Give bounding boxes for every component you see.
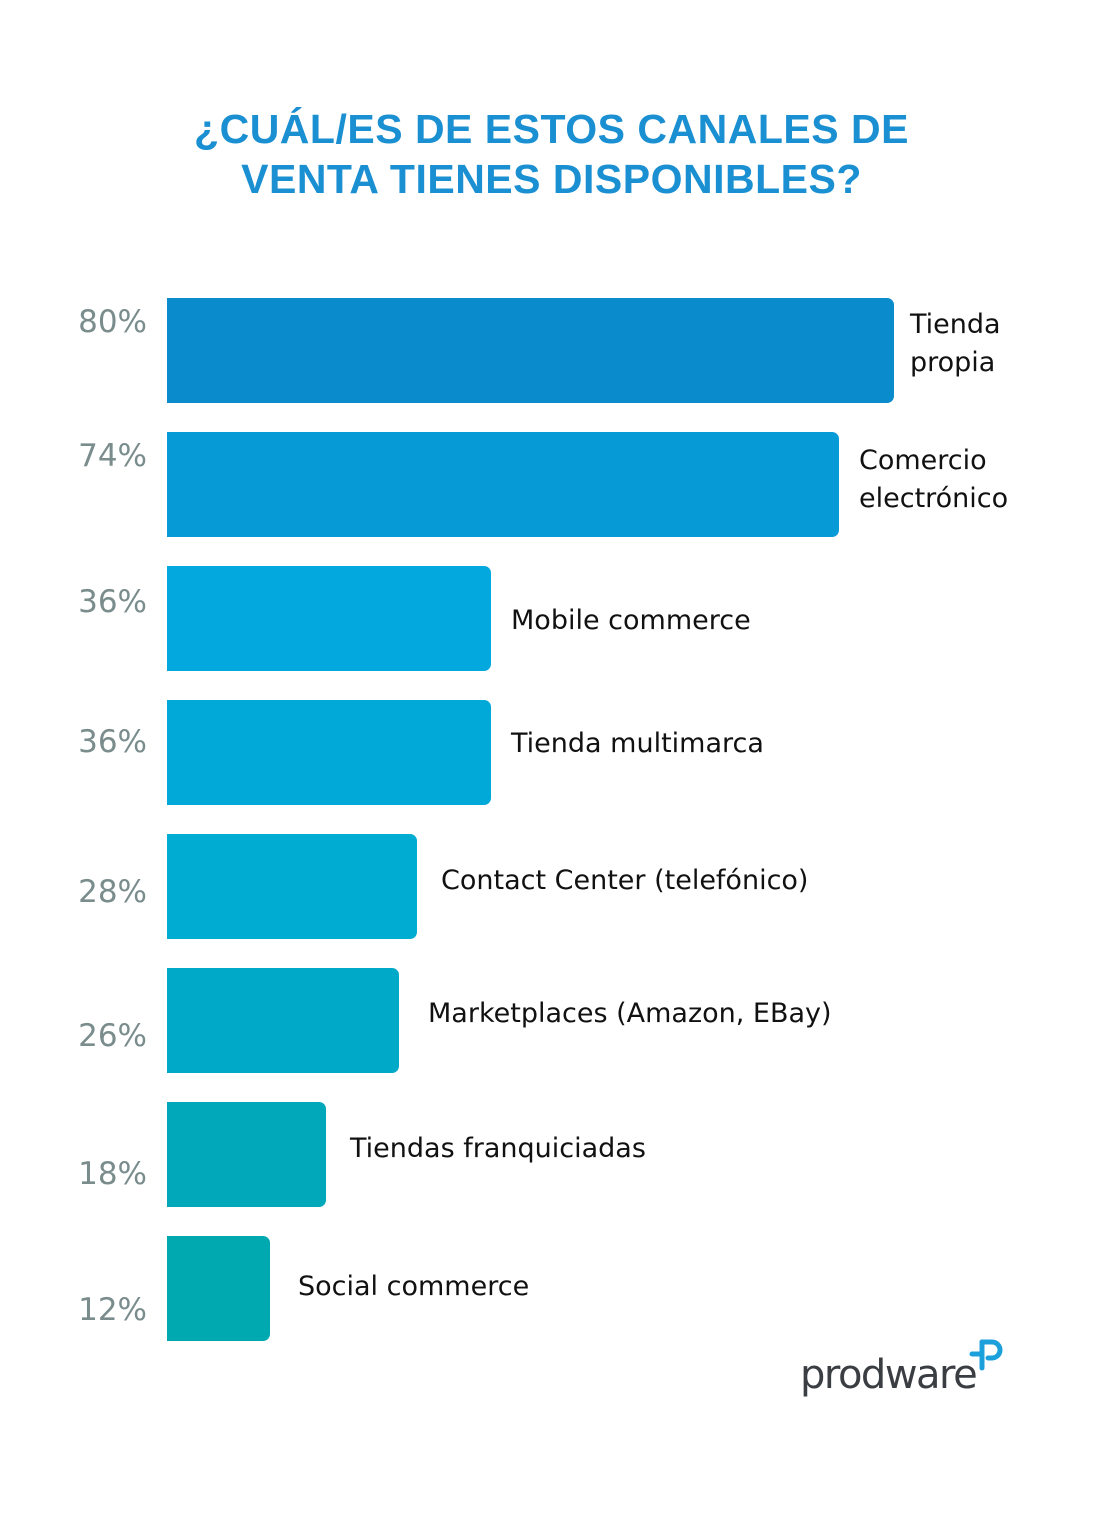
bar-row: 12% Social commerce <box>0 1236 1103 1341</box>
bar-category-label: Tiendas franquiciadas <box>350 1133 646 1164</box>
bar-value-label: 28% <box>78 874 147 910</box>
bar <box>167 566 491 671</box>
bar-category-label: Tienda multimarca <box>511 728 764 759</box>
chart-title-line1: ¿CUÁL/ES DE ESTOS CANALES DE <box>194 106 909 152</box>
bar-row: 18% Tiendas franquiciadas <box>0 1102 1103 1207</box>
chart-title-line2: VENTA TIENES DISPONIBLES? <box>241 156 862 202</box>
bar-category-label: Tienda propia <box>910 309 1001 378</box>
bar <box>167 834 417 939</box>
prodware-logo: prodware <box>800 1338 1010 1408</box>
bar-value-label: 36% <box>78 584 147 620</box>
bar-row: 80% Tienda propia <box>0 298 1103 403</box>
bar-row: 74% Comercio electrónico <box>0 432 1103 537</box>
bar <box>167 298 894 403</box>
bar-row: 26% Marketplaces (Amazon, EBay) <box>0 968 1103 1073</box>
bar-value-label: 18% <box>78 1156 147 1192</box>
bar-category-label: Contact Center (telefónico) <box>441 865 809 896</box>
bar <box>167 432 839 537</box>
bar-value-label: 74% <box>78 438 147 474</box>
bar-category-label: Marketplaces (Amazon, EBay) <box>428 998 832 1029</box>
bar-value-label: 80% <box>78 304 147 340</box>
bar <box>167 968 399 1073</box>
bar-value-label: 12% <box>78 1292 147 1328</box>
bar-value-label: 26% <box>78 1018 147 1054</box>
bar-category-label: Mobile commerce <box>511 605 751 636</box>
chart-title: ¿CUÁL/ES DE ESTOS CANALES DE VENTA TIENE… <box>0 104 1103 204</box>
prodware-p-icon <box>969 1339 1003 1371</box>
bar <box>167 1102 326 1207</box>
bar <box>167 700 491 805</box>
bar-row: 28% Contact Center (telefónico) <box>0 834 1103 939</box>
bar-row: 36% Mobile commerce <box>0 566 1103 671</box>
bar-value-label: 36% <box>78 724 147 760</box>
bar-category-label: Social commerce <box>298 1271 530 1302</box>
bar <box>167 1236 270 1341</box>
logo-wordmark: prodware <box>800 1352 978 1398</box>
bar-row: 36% Tienda multimarca <box>0 700 1103 805</box>
bar-category-label: Comercio electrónico <box>859 445 1009 514</box>
